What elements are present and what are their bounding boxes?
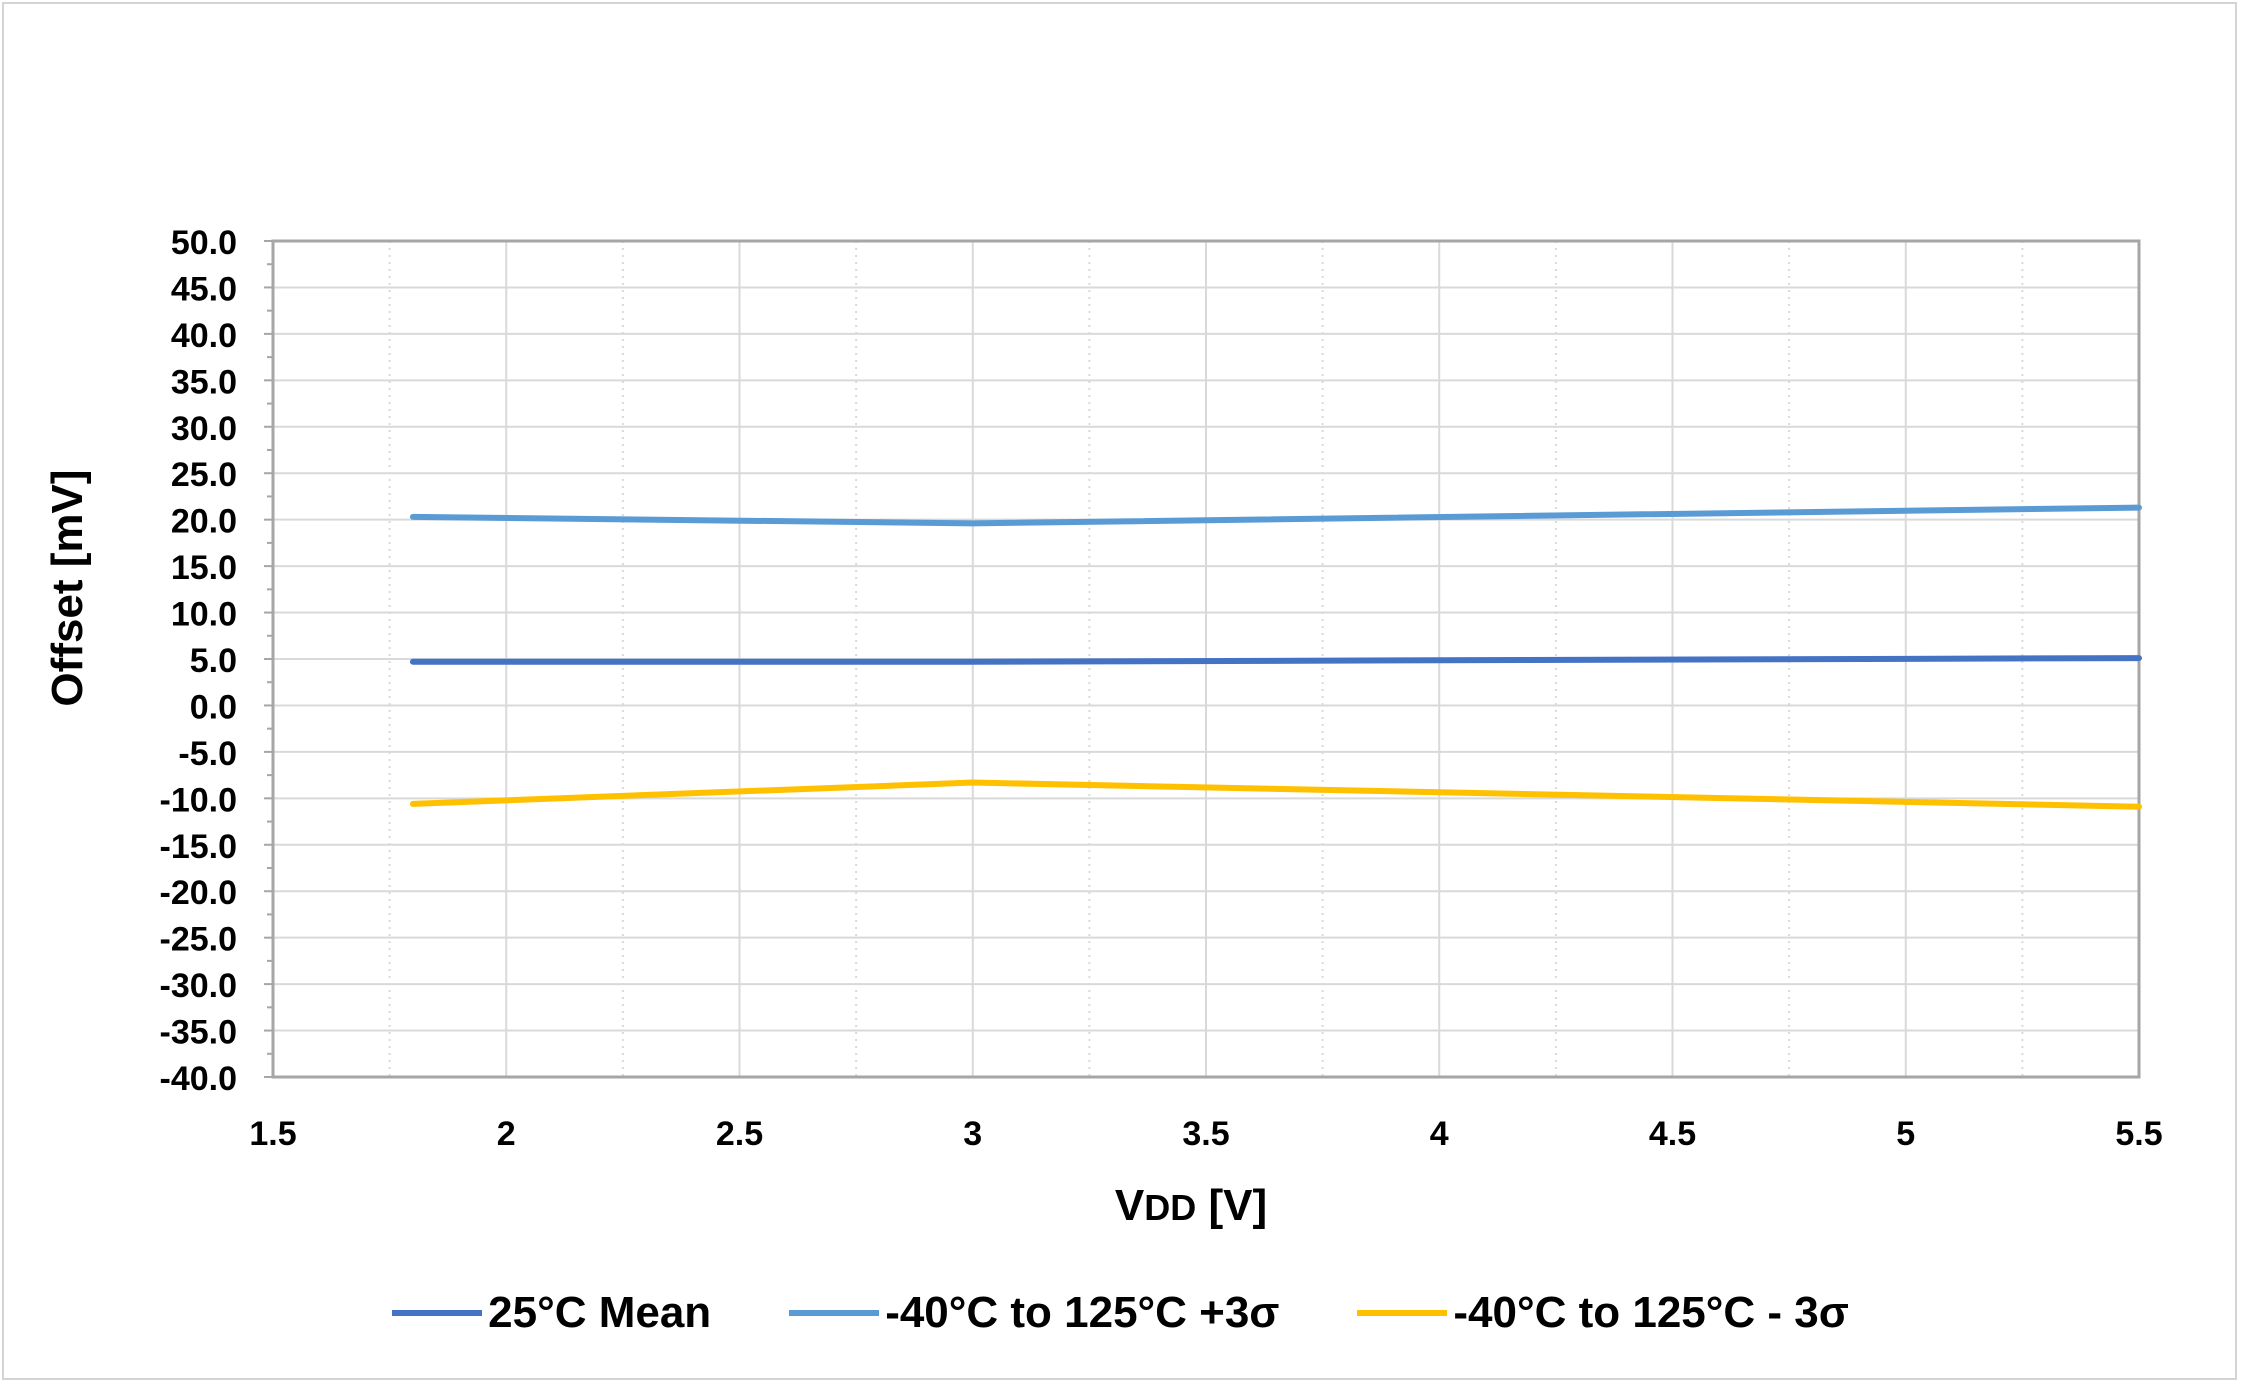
x-tick-label: 2 (497, 1115, 516, 1153)
y-axis-ticks: 50.0 45.0 40.0 35.0 30.0 25.0 20.0 15.0 10.0 5.0 0… (160, 224, 273, 1098)
major-gridlines (273, 241, 2139, 1077)
legend-label-plus-3sigma: -40°C to 125°C +3σ (885, 1288, 1280, 1337)
y-tick-label: -15.0 (160, 828, 238, 866)
y-tick-label: 35.0 (171, 363, 237, 401)
y-tick-label: 40.0 (171, 317, 237, 355)
legend-item-plus-3sigma: -40°C to 125°C +3σ (789, 1288, 1279, 1338)
x-tick-label: 4 (1430, 1115, 1449, 1153)
series-lines (409, 504, 2142, 810)
x-axis-label: VDD [V] (1115, 1181, 1267, 1230)
y-tick-label: 10.0 (171, 596, 237, 634)
legend-label-25c-mean: 25°C Mean (488, 1288, 712, 1337)
legend-item-25c-mean: 25°C Mean (392, 1288, 711, 1338)
y-tick-label: 5.0 (190, 642, 237, 680)
y-tick-label: 45.0 (171, 270, 237, 308)
x-axis-label-main: V (1115, 1181, 1145, 1230)
y-tick-label: -40.0 (160, 1060, 238, 1098)
x-tick-label: 3.5 (1182, 1115, 1229, 1153)
series-line-1 (409, 504, 2142, 527)
series-line-0 (409, 655, 2142, 665)
y-tick-label: 15.0 (171, 549, 237, 587)
legend-swatch-minus-3sigma (1357, 1310, 1448, 1316)
x-axis-label-subscript: DD (1144, 1187, 1196, 1228)
y-tick-label: 50.0 (171, 224, 237, 262)
y-tick-label: 20.0 (171, 503, 237, 541)
series-line-2 (409, 779, 2142, 810)
x-axis-label-unit: [V] (1196, 1181, 1267, 1230)
legend-label-minus-3sigma: -40°C to 125°C - 3σ (1453, 1288, 1849, 1337)
y-tick-label: -25.0 (160, 921, 238, 959)
x-tick-label: 4.5 (1649, 1115, 1696, 1153)
x-tick-label: 2.5 (716, 1115, 763, 1153)
legend-swatch-25c-mean (392, 1310, 483, 1316)
x-tick-label: 1.5 (249, 1115, 296, 1153)
y-tick-label: 0.0 (190, 688, 237, 726)
legend-swatch-plus-3sigma (789, 1310, 880, 1316)
y-tick-label: -35.0 (160, 1014, 238, 1052)
legend-item-minus-3sigma: -40°C to 125°C - 3σ (1357, 1288, 1849, 1338)
y-tick-label: 25.0 (171, 456, 237, 494)
x-tick-label: 5 (1896, 1115, 1915, 1153)
y-tick-label: -30.0 (160, 967, 238, 1005)
y-tick-label: 30.0 (171, 410, 237, 448)
x-tick-label: 5.5 (2115, 1115, 2162, 1153)
x-axis-ticks: 1.5 2 2.5 3 3.5 4 4.5 5 5.5 (249, 1115, 2162, 1153)
legend: 25°C Mean -40°C to 125°C +3σ -40°C to 12… (0, 1283, 2241, 1343)
y-tick-label: -20.0 (160, 874, 238, 912)
y-tick-label: -5.0 (178, 735, 237, 773)
y-tick-label: -10.0 (160, 781, 238, 819)
y-axis-label: Offset [mV] (43, 469, 92, 706)
x-tick-label: 3 (963, 1115, 982, 1153)
